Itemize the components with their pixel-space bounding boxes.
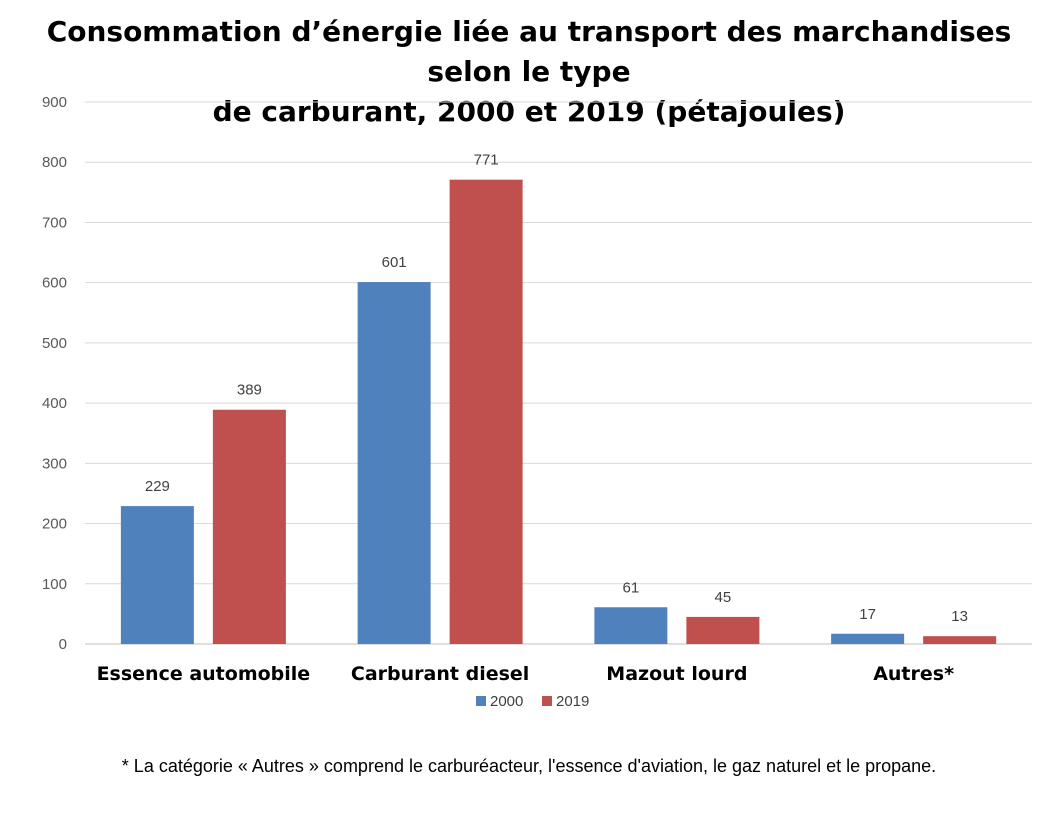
footnote: * La catégorie « Autres » comprend le ca…	[121, 756, 937, 776]
legend: 2000 2019	[476, 693, 589, 710]
chart-title-line-2: de carburant, 2000 et 2019 (pétajoules)	[212, 95, 846, 128]
data-label: 13	[951, 608, 968, 625]
data-label: 61	[623, 579, 640, 596]
x-category-label: Carburant diesel	[351, 663, 529, 685]
y-tick-label: 600	[42, 275, 67, 292]
bar-2019	[686, 616, 760, 644]
y-tick-label: 700	[42, 214, 67, 231]
bar-2000	[594, 607, 668, 644]
bar-2019	[923, 636, 997, 644]
bar-2000	[120, 506, 194, 644]
y-tick-label: 0	[59, 636, 67, 653]
legend-label: 2019	[556, 693, 589, 710]
y-tick-label: 400	[42, 395, 67, 412]
data-label: 229	[145, 478, 170, 495]
x-category-label: Autres*	[873, 663, 954, 685]
y-axis-tick-labels: 0 100 200 300 400 500 600 700 800 900	[42, 94, 67, 653]
bar-2000	[831, 633, 905, 644]
legend-swatch-2000	[476, 696, 486, 706]
bars	[120, 179, 997, 645]
y-tick-label: 800	[42, 154, 67, 171]
chart-title-line-1: Consommation d’énergie liée au transport…	[46, 15, 1012, 88]
data-label: 17	[859, 606, 876, 623]
bar-2000	[357, 282, 431, 644]
category-labels: Essence automobile Carburant diesel Mazout…	[97, 663, 955, 685]
chart-title: Consommation d’énergie liée au transport…	[0, 12, 1058, 132]
y-tick-label: 900	[42, 94, 67, 111]
data-label: 601	[382, 254, 407, 271]
y-tick-label: 200	[42, 516, 67, 533]
data-labels: 229 389 601 771 61 45 17 13	[145, 152, 968, 625]
bar-2019	[449, 179, 523, 645]
y-tick-label: 100	[42, 576, 67, 593]
data-label: 771	[474, 152, 499, 169]
data-label: 389	[237, 382, 262, 399]
x-category-label: Mazout lourd	[606, 663, 747, 685]
y-tick-label: 300	[42, 455, 67, 472]
x-category-label: Essence automobile	[97, 663, 311, 685]
bar-2019	[212, 409, 286, 644]
legend-swatch-2019	[542, 696, 552, 706]
y-tick-label: 500	[42, 335, 67, 352]
legend-label: 2000	[490, 693, 523, 710]
data-label: 45	[715, 589, 732, 606]
